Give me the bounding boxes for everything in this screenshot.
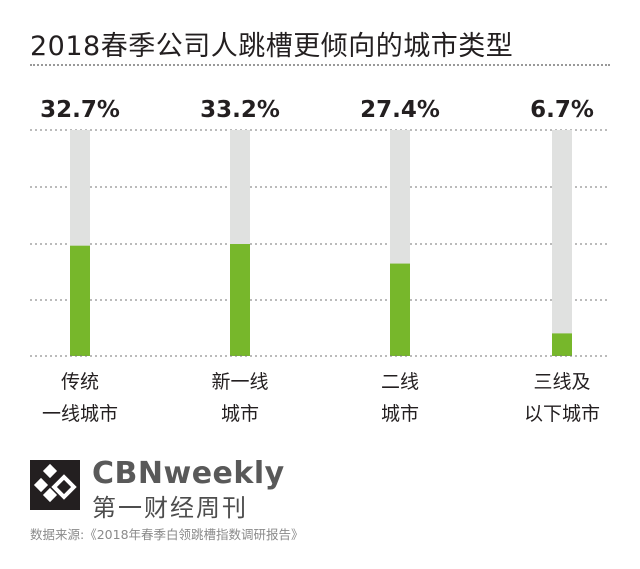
category-label-1-1: 城市 (221, 403, 259, 425)
category-label-2-1: 城市 (381, 403, 419, 425)
chart-title: 2018春季公司人跳槽更倾向的城市类型 (30, 31, 514, 62)
title-divider (30, 64, 610, 66)
category-label-3-1: 以下城市 (524, 403, 600, 425)
category-label-0-1: 一线城市 (42, 403, 118, 425)
bar-0 (70, 245, 90, 356)
category-label-1-0: 新一线 (211, 371, 268, 393)
category-label-3-0: 三线及 (533, 371, 590, 393)
data-source: 数据来源:《2018年春季白领跳槽指数调研报告》 (30, 527, 304, 542)
cbn-logo-icon (30, 460, 80, 510)
category-label-0-0: 传统 (61, 371, 99, 393)
bar-track-3 (552, 130, 572, 356)
brand-block: CBNweekly 第一财经周刊 (30, 456, 330, 522)
value-label-3: 6.7% (530, 97, 594, 123)
brand-subtitle: 第一财经周刊 (92, 494, 248, 522)
bar-1 (230, 244, 250, 356)
value-label-2: 27.4% (360, 97, 440, 123)
value-label-1: 33.2% (200, 97, 280, 123)
bar-2 (390, 263, 410, 356)
brand-name: CBNweekly (92, 456, 285, 491)
value-label-0: 32.7% (40, 97, 120, 123)
bar-3 (552, 333, 572, 356)
category-label-2-0: 二线 (381, 371, 419, 393)
